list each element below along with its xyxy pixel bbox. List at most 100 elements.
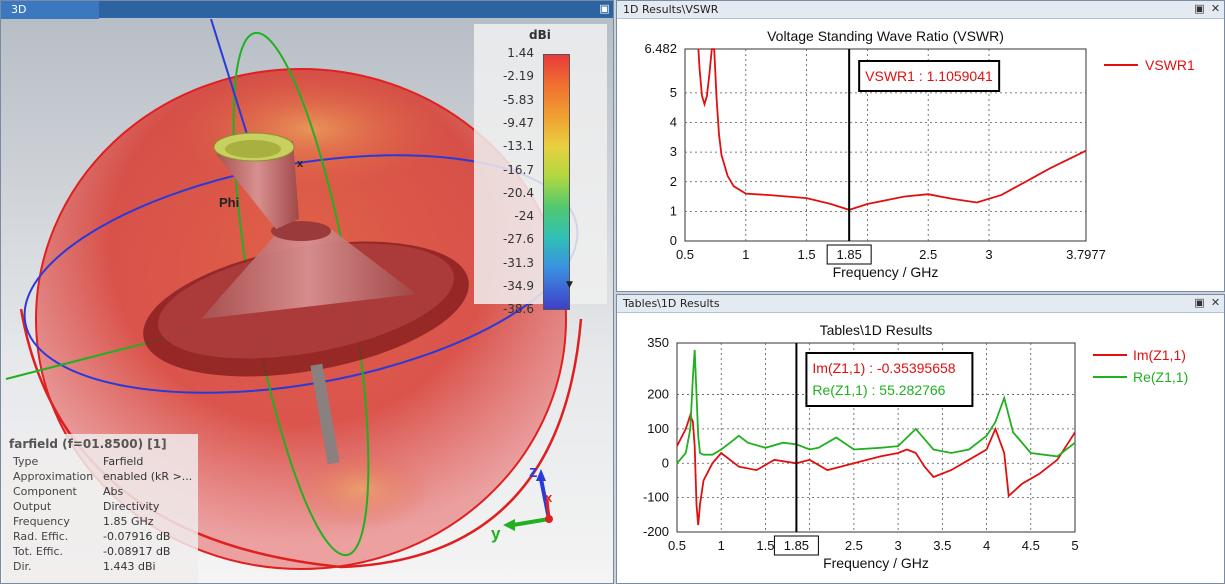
x-tick-label: 0.5 <box>676 247 694 262</box>
x-tick-label: 4 <box>983 538 990 553</box>
vswr-panel[interactable]: 1D Results\VSWR ▣ ✕ Voltage Standing Wav… <box>616 0 1225 292</box>
impedance-annotation-box <box>805 352 974 407</box>
info-key: Tot. Effic. <box>13 545 64 558</box>
info-value: Abs <box>103 485 124 498</box>
colorbar-legend: dBi 1.44 -2.19 -5.83 -9.47 -13.1 -16.7 -20.4 -2… <box>474 24 607 316</box>
info-key: Approximation <box>13 470 94 483</box>
info-row: Rad. Effic. -0.07916 dB <box>3 529 198 544</box>
close-icon[interactable]: ✕ <box>1210 296 1221 309</box>
marker-value-label: 1.85 <box>784 538 809 553</box>
info-key: Output <box>13 500 52 513</box>
colorbar-tick-label: -16.7 <box>502 162 534 177</box>
impedance-window-title: Tables\1D Results <box>623 297 720 310</box>
x-tick-label: 2.5 <box>845 538 863 553</box>
small-x-label: x <box>297 158 304 170</box>
farfield-info-title: farfield (f=01.8500) [1] <box>9 437 167 451</box>
vswr-annotation-text: VSWR1 : 1.1059041 <box>865 68 993 84</box>
info-value: Farfield <box>103 455 144 468</box>
x-tick-label: 4.5 <box>1022 538 1040 553</box>
colorbar-tick-label: -31.3 <box>502 255 534 270</box>
info-key: Frequency <box>13 515 70 528</box>
marker-value-label: 1.85 <box>837 247 862 262</box>
x-tick-label: 3.5 <box>933 538 951 553</box>
y-tick-label: -100 <box>643 490 669 505</box>
legend-label: Re(Z1,1) <box>1133 369 1188 385</box>
y-tick-label: 2 <box>670 174 677 189</box>
colorbar-tick-label: -38.6 <box>502 302 534 317</box>
y-tick-label: -200 <box>643 524 669 539</box>
x-tick-label: 3 <box>985 247 992 262</box>
maximize-icon[interactable]: ▣ <box>1194 2 1205 15</box>
impedance-panel[interactable]: Tables\1D Results ▣ ✕ Tables\1D Results 0… <box>616 294 1225 584</box>
x-tick-label: 3 <box>894 538 901 553</box>
x-tick-label: 0.5 <box>668 538 686 553</box>
x-tick-label: 5 <box>1071 538 1078 553</box>
vswr-chart[interactable]: Voltage Standing Wave Ratio (VSWR) 0.5 1 1.… <box>617 19 1224 291</box>
legend-label: VSWR1 <box>1145 57 1195 73</box>
marker-value-box <box>773 535 819 556</box>
info-row: Output Directivity <box>3 499 198 514</box>
axis-x-label: x <box>545 490 553 505</box>
panel-3d-titlebar: 3D ▣ <box>1 1 613 19</box>
legend-label: Im(Z1,1) <box>1133 347 1186 363</box>
close-icon[interactable]: ✕ <box>1210 2 1221 15</box>
colorbar-tick-label: -5.83 <box>502 92 534 107</box>
y-tick-label: 350 <box>647 335 669 350</box>
phi-label: Phi <box>219 195 239 210</box>
impedance-chart[interactable]: Tables\1D Results0.511.522.533.544.55-20… <box>617 313 1224 583</box>
info-value: 1.443 dBi <box>103 560 156 573</box>
info-value: -0.07916 dB <box>103 530 171 543</box>
x-tick-label: 1 <box>718 538 725 553</box>
y-tick-label: 5 <box>670 85 677 100</box>
colorbar-gradient <box>543 54 570 310</box>
info-key: Dir. <box>13 560 32 573</box>
info-row: Frequency 1.85 GHz <box>3 514 198 529</box>
colorbar-tick-label: 1.44 <box>507 46 534 60</box>
info-key: Component <box>13 485 77 498</box>
series-line-ImZ11 <box>676 412 1076 526</box>
x-tick-label: 1.5 <box>798 247 816 262</box>
info-value: -0.08917 dB <box>103 545 171 558</box>
farfield-3d-panel[interactable]: 3D ▣ <box>0 0 614 584</box>
colorbar-tick-label: -27.6 <box>502 232 534 247</box>
tab-3d[interactable]: 3D <box>1 1 99 19</box>
y-tick-label: 100 <box>647 421 669 436</box>
colorbar-down-arrow-icon: ▼ <box>566 280 573 290</box>
x-tick-label: 1 <box>742 247 749 262</box>
x-tick-label: 1.5 <box>756 538 774 553</box>
colorbar-unit: dBi <box>529 28 551 42</box>
maximize-icon[interactable]: ▣ <box>599 2 610 15</box>
orientation-axes: z y x <box>491 462 553 543</box>
axis-y-label: y <box>491 524 501 543</box>
info-value: 1.85 GHz <box>103 515 154 528</box>
info-row: Tot. Effic. -0.08917 dB <box>3 544 198 559</box>
x-axis-label: Frequency / GHz <box>833 264 939 280</box>
y-tick-label: 4 <box>670 115 677 130</box>
info-row: Dir. 1.443 dBi <box>3 559 198 574</box>
y-tick-label: 1 <box>670 203 677 218</box>
colorbar-tick-label: -34.9 <box>502 279 534 293</box>
series-line-ReZ11 <box>676 349 1076 464</box>
y-tick-label: 200 <box>647 387 669 402</box>
vswr-annotation-box <box>858 60 1001 92</box>
series-line-VSWR1 <box>697 48 1087 211</box>
info-row: Type Farfield <box>3 454 198 469</box>
impedance-annotation-text: Im(Z1,1) : -0.35395658 <box>812 360 955 376</box>
y-tick-label: 3 <box>670 144 677 159</box>
colorbar-tick-label: -13.1 <box>502 139 534 154</box>
x-tick-label: 2.5 <box>919 247 937 262</box>
y-tick-label: 0 <box>662 455 669 470</box>
info-row: Component Abs <box>3 484 198 499</box>
colorbar-tick-label: -2.19 <box>502 69 534 84</box>
colorbar-tick-label: -24 <box>514 209 534 224</box>
impedance-annotation-text: Re(Z1,1) : 55.282766 <box>812 382 945 398</box>
farfield-info-box: farfield (f=01.8500) [1] Type Farfield App… <box>3 434 198 583</box>
info-key: Rad. Effic. <box>13 530 69 543</box>
y-tick-label: 6.482 <box>644 41 677 56</box>
chart-title: Voltage Standing Wave Ratio (VSWR) <box>767 28 1004 44</box>
maximize-icon[interactable]: ▣ <box>1194 296 1205 309</box>
chart-title: Tables\1D Results <box>820 322 933 338</box>
vswr-window-title: 1D Results\VSWR <box>623 3 719 16</box>
colorbar-tick-label: -20.4 <box>502 185 534 200</box>
marker-value-box <box>826 244 872 265</box>
